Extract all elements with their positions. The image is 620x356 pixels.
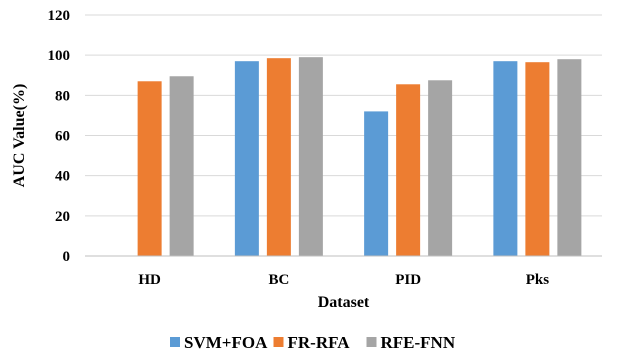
bar-rfe-fnn-hd	[169, 76, 194, 256]
bar-rfe-fnn-pid	[428, 80, 453, 256]
bar-fr-rfa-pks	[525, 62, 550, 257]
bar-fr-rfa-hd	[137, 81, 162, 257]
bar-svm-foa-pks	[493, 61, 518, 256]
bar-rfe-fnn-pks	[557, 59, 582, 256]
x-tick-label: BC	[268, 272, 289, 288]
y-tick-label: 80	[55, 88, 70, 104]
y-tick-label: 20	[55, 209, 70, 225]
x-tick-label: Pks	[526, 272, 550, 288]
y-tick-label: 60	[55, 129, 70, 145]
x-axis-ticks: HD BC PID Pks	[138, 272, 549, 288]
x-tick-label: PID	[395, 272, 421, 288]
gridlines	[85, 14, 602, 217]
legend-label: FR-RFA	[288, 333, 351, 352]
bar-fr-rfa-bc	[266, 58, 291, 256]
bar-svm-foa-bc	[234, 61, 259, 256]
legend-label: SVM+FOA	[184, 333, 268, 352]
legend-swatch	[170, 337, 180, 347]
legend: SVM+FOA FR-RFA RFE-FNN	[170, 333, 456, 352]
bar-rfe-fnn-bc	[298, 57, 323, 256]
y-axis-ticks: 0 20 40 60 80 100 120	[48, 8, 71, 265]
y-axis-title: AUC Value(%)	[11, 84, 28, 188]
y-tick-label: 0	[63, 249, 71, 265]
x-tick-label: HD	[138, 272, 161, 288]
legend-swatch	[273, 337, 284, 347]
bars	[137, 57, 582, 257]
y-tick-label: 40	[55, 169, 70, 185]
y-tick-label: 120	[48, 8, 71, 24]
legend-swatch	[366, 337, 377, 347]
y-tick-label: 100	[48, 48, 71, 64]
x-axis-title: Dataset	[318, 294, 370, 311]
bar-svm-foa-pid	[364, 111, 389, 257]
legend-label: RFE-FNN	[381, 333, 456, 352]
bar-fr-rfa-pid	[396, 84, 421, 256]
